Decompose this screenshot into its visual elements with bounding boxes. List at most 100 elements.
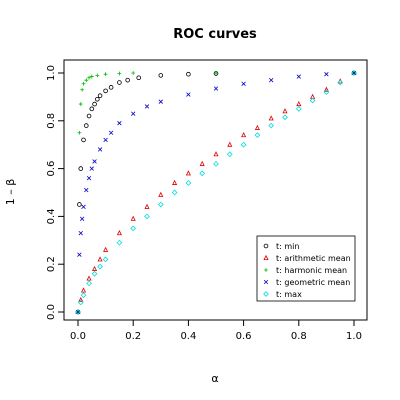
data-point	[158, 73, 164, 78]
legend-marker	[263, 254, 269, 261]
data-point	[86, 280, 92, 287]
data-point	[83, 123, 89, 128]
data-point	[77, 202, 82, 207]
data-point	[323, 86, 329, 92]
data-point	[144, 213, 150, 220]
data-point	[92, 265, 98, 271]
data-point	[130, 225, 137, 232]
data-point	[268, 115, 274, 121]
data-point	[185, 180, 192, 186]
legend-marker	[264, 268, 268, 272]
data-point	[89, 74, 94, 79]
data-point	[213, 151, 219, 157]
legend-label: t: harmonic mean	[276, 266, 347, 275]
x-tick-label: 0.2	[125, 331, 141, 342]
data-point	[89, 166, 94, 171]
data-point	[268, 122, 275, 129]
legend-label: t: min	[276, 242, 299, 251]
data-point	[130, 215, 136, 221]
data-point	[199, 170, 206, 177]
data-point	[254, 132, 261, 139]
y-tick-label: 0.6	[46, 161, 57, 177]
data-point	[103, 137, 108, 143]
data-point	[116, 239, 123, 246]
legend-box	[256, 235, 356, 302]
data-point	[144, 203, 150, 209]
data-point	[351, 70, 357, 76]
x-tick-label: 0.6	[236, 331, 252, 342]
y-axis-label: 1 – β	[4, 179, 17, 206]
data-point	[337, 79, 344, 86]
legend-marker	[263, 243, 269, 249]
data-point	[144, 104, 150, 109]
plot-frame	[63, 59, 368, 321]
data-point	[89, 106, 95, 112]
legend-marker	[263, 291, 269, 297]
data-point	[80, 287, 87, 293]
data-point	[323, 89, 330, 95]
data-point	[84, 78, 89, 83]
chart-title: ROC curves	[173, 27, 257, 42]
data-point	[77, 299, 84, 306]
data-point	[199, 160, 205, 166]
data-point	[296, 74, 301, 79]
data-point	[80, 87, 85, 92]
data-point	[309, 97, 316, 104]
y-tick-label: 0.4	[46, 208, 57, 224]
data-point	[136, 75, 142, 81]
data-point	[282, 114, 288, 121]
y-tick-label: 0.8	[46, 113, 57, 129]
data-point	[103, 246, 109, 252]
data-point	[78, 296, 84, 303]
data-point	[117, 121, 122, 126]
data-point	[171, 189, 178, 196]
data-point	[131, 111, 136, 116]
data-point	[103, 72, 108, 77]
y-tick-label: 0.0	[46, 304, 57, 320]
data-point	[214, 71, 218, 75]
legend-marker	[263, 279, 269, 285]
data-point	[79, 216, 85, 221]
axes: 0.0 0.2 0.4 0.6 0.8 1.0 0.0 0.2 0.4 0.6 0.8 1.0	[46, 65, 362, 342]
data-point	[185, 170, 191, 176]
data-point	[186, 92, 191, 97]
data-point	[269, 77, 274, 83]
data-point	[213, 86, 219, 91]
data-point	[227, 141, 233, 147]
data-point	[117, 71, 122, 76]
data-point	[213, 160, 219, 167]
data-point	[92, 159, 97, 164]
data-point	[125, 77, 130, 83]
data-point	[254, 124, 260, 130]
data-point	[78, 102, 83, 106]
data-point	[102, 256, 109, 263]
data-point	[226, 151, 233, 158]
data-point	[241, 132, 247, 138]
legend-label: t: geometric mean	[276, 278, 350, 287]
x-axis-label: α	[211, 372, 218, 385]
data-point	[241, 81, 246, 86]
data-point	[295, 105, 302, 112]
data-point	[77, 130, 82, 135]
data-point	[80, 292, 87, 299]
legend-label: t: arithmetic mean	[276, 254, 351, 263]
data-point	[86, 275, 92, 281]
legend-label: t: max	[276, 290, 302, 299]
data-point	[108, 130, 114, 135]
data-point	[78, 230, 83, 236]
data-point	[78, 166, 84, 171]
data-point	[172, 179, 178, 185]
data-point	[282, 108, 288, 114]
data-point	[158, 191, 164, 197]
y-tick-label: 1.0	[46, 65, 57, 81]
data-point	[75, 309, 81, 315]
data-point	[95, 73, 100, 78]
data-point	[87, 75, 91, 80]
data-point	[157, 201, 164, 208]
series-diamond	[75, 70, 357, 315]
data-point	[158, 99, 163, 104]
data-point	[296, 100, 302, 107]
data-point	[86, 175, 92, 181]
data-point	[186, 71, 191, 77]
data-point	[97, 147, 103, 152]
